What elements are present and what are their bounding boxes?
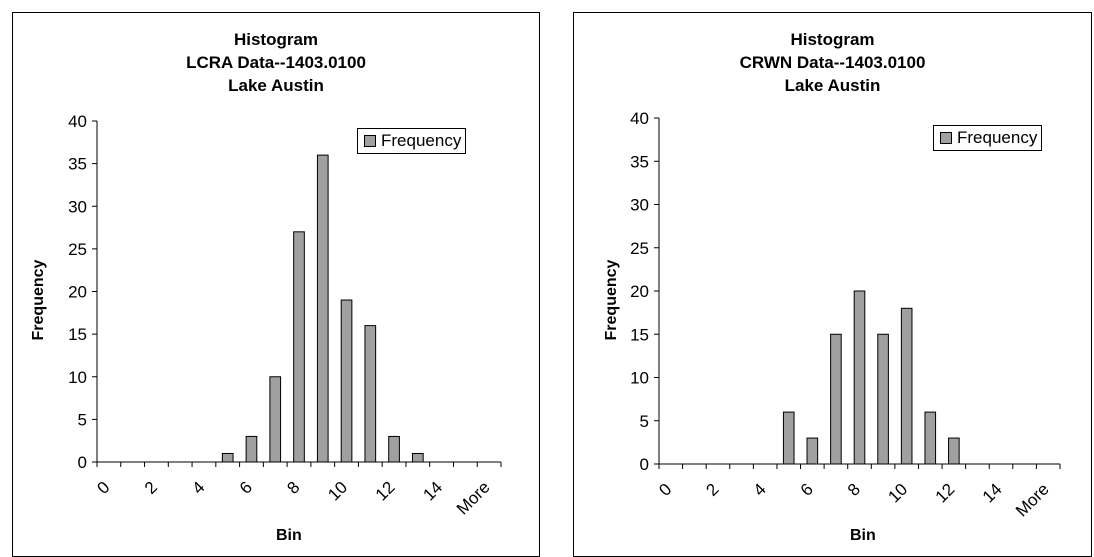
chart-title-line-3: Lake Austin — [228, 76, 324, 95]
histogram-panel-crwn: Histogram CRWN Data--1403.0100 Lake Aust… — [572, 0, 1094, 557]
histogram-panel-lcra: Histogram LCRA Data--1403.0100 Lake Aust… — [0, 0, 546, 557]
x-tick-label: More — [1012, 480, 1053, 521]
y-tick-label: 5 — [78, 410, 87, 429]
x-tick-label: 14 — [419, 478, 446, 505]
x-tick-label: 0 — [93, 478, 113, 498]
legend-swatch — [364, 135, 376, 147]
x-axis-title: Bin — [276, 527, 302, 544]
chart-plot-area: 0 5 10 15 20 25 30 35 40 0 2 4 6 8 10 12 14 More — [630, 109, 1061, 521]
x-tick-label: 14 — [979, 480, 1006, 507]
chart-plot-area: 0 5 10 15 20 25 30 35 40 0 2 4 6 8 10 12 14 More — [68, 112, 502, 519]
y-tick-label: 30 — [68, 197, 87, 216]
histogram-bar — [948, 437, 960, 465]
histogram-bar — [340, 299, 353, 463]
x-tick-label: 10 — [324, 478, 351, 505]
legend-label: Frequency — [381, 131, 462, 150]
x-tick-label: 2 — [141, 478, 161, 498]
chart-legend: Frequency — [933, 125, 1043, 151]
y-tick-label: 15 — [630, 325, 649, 344]
chart-legend: Frequency — [357, 128, 467, 154]
y-tick-label: 40 — [68, 112, 87, 131]
y-tick-label: 20 — [630, 282, 649, 301]
x-axis-title: Bin — [850, 527, 876, 544]
chart-title-line-3: Lake Austin — [784, 76, 881, 95]
y-tick-label: 5 — [640, 412, 649, 431]
histogram-bar — [269, 376, 282, 463]
histogram-bar — [364, 325, 377, 463]
x-tick-label: 10 — [884, 480, 911, 507]
histogram-bar — [853, 290, 866, 465]
histogram-bar — [245, 435, 258, 463]
x-tick-label: 8 — [844, 480, 864, 500]
y-tick-label: 0 — [640, 455, 649, 474]
y-tick-label: 0 — [78, 453, 87, 472]
chart-frame: Histogram CRWN Data--1403.0100 Lake Aust… — [573, 12, 1092, 557]
histogram-bar — [388, 435, 400, 463]
y-tick-label: 30 — [630, 196, 649, 215]
histogram-bar — [900, 307, 913, 465]
x-tick-label: 6 — [236, 478, 256, 498]
y-tick-label: 40 — [630, 109, 649, 128]
x-tick-label: 12 — [932, 480, 959, 507]
y-tick-label: 35 — [68, 155, 87, 174]
chart-title-line-1: Histogram — [790, 30, 875, 49]
x-tick-label: 8 — [283, 478, 303, 498]
histogram-bar — [924, 411, 937, 465]
y-tick-label: 35 — [630, 152, 649, 171]
chart-frame: Histogram LCRA Data--1403.0100 Lake Aust… — [12, 12, 540, 557]
x-tick-label: 2 — [702, 480, 722, 500]
x-tick-label: 12 — [372, 478, 399, 505]
x-tick-label: 6 — [797, 480, 817, 500]
legend-swatch — [940, 132, 952, 144]
y-tick-label: 25 — [68, 240, 87, 259]
y-tick-label: 10 — [630, 369, 649, 388]
chart-title-line-2: LCRA Data--1403.0100 — [186, 53, 366, 72]
y-tick-label: 15 — [68, 325, 87, 344]
histogram-bar — [782, 411, 795, 465]
histogram-bar — [877, 333, 889, 465]
histogram-bar — [221, 452, 234, 463]
y-tick-label: 20 — [68, 283, 87, 302]
histogram-bar — [316, 154, 329, 463]
x-tick-label: 0 — [655, 480, 675, 500]
chart-title-line-1: Histogram — [233, 30, 319, 49]
histogram-bar — [411, 452, 424, 463]
x-tick-label: More — [453, 478, 494, 519]
histogram-bar — [830, 333, 842, 465]
x-tick-label: 4 — [188, 478, 208, 498]
histogram-bar — [293, 231, 305, 463]
chart-title-line-2: CRWN Data--1403.0100 — [739, 53, 926, 72]
y-tick-label: 25 — [630, 239, 649, 258]
y-tick-label: 10 — [68, 368, 87, 387]
legend-label: Frequency — [957, 128, 1038, 147]
x-tick-label: 4 — [750, 480, 770, 500]
histogram-bar — [806, 437, 819, 465]
